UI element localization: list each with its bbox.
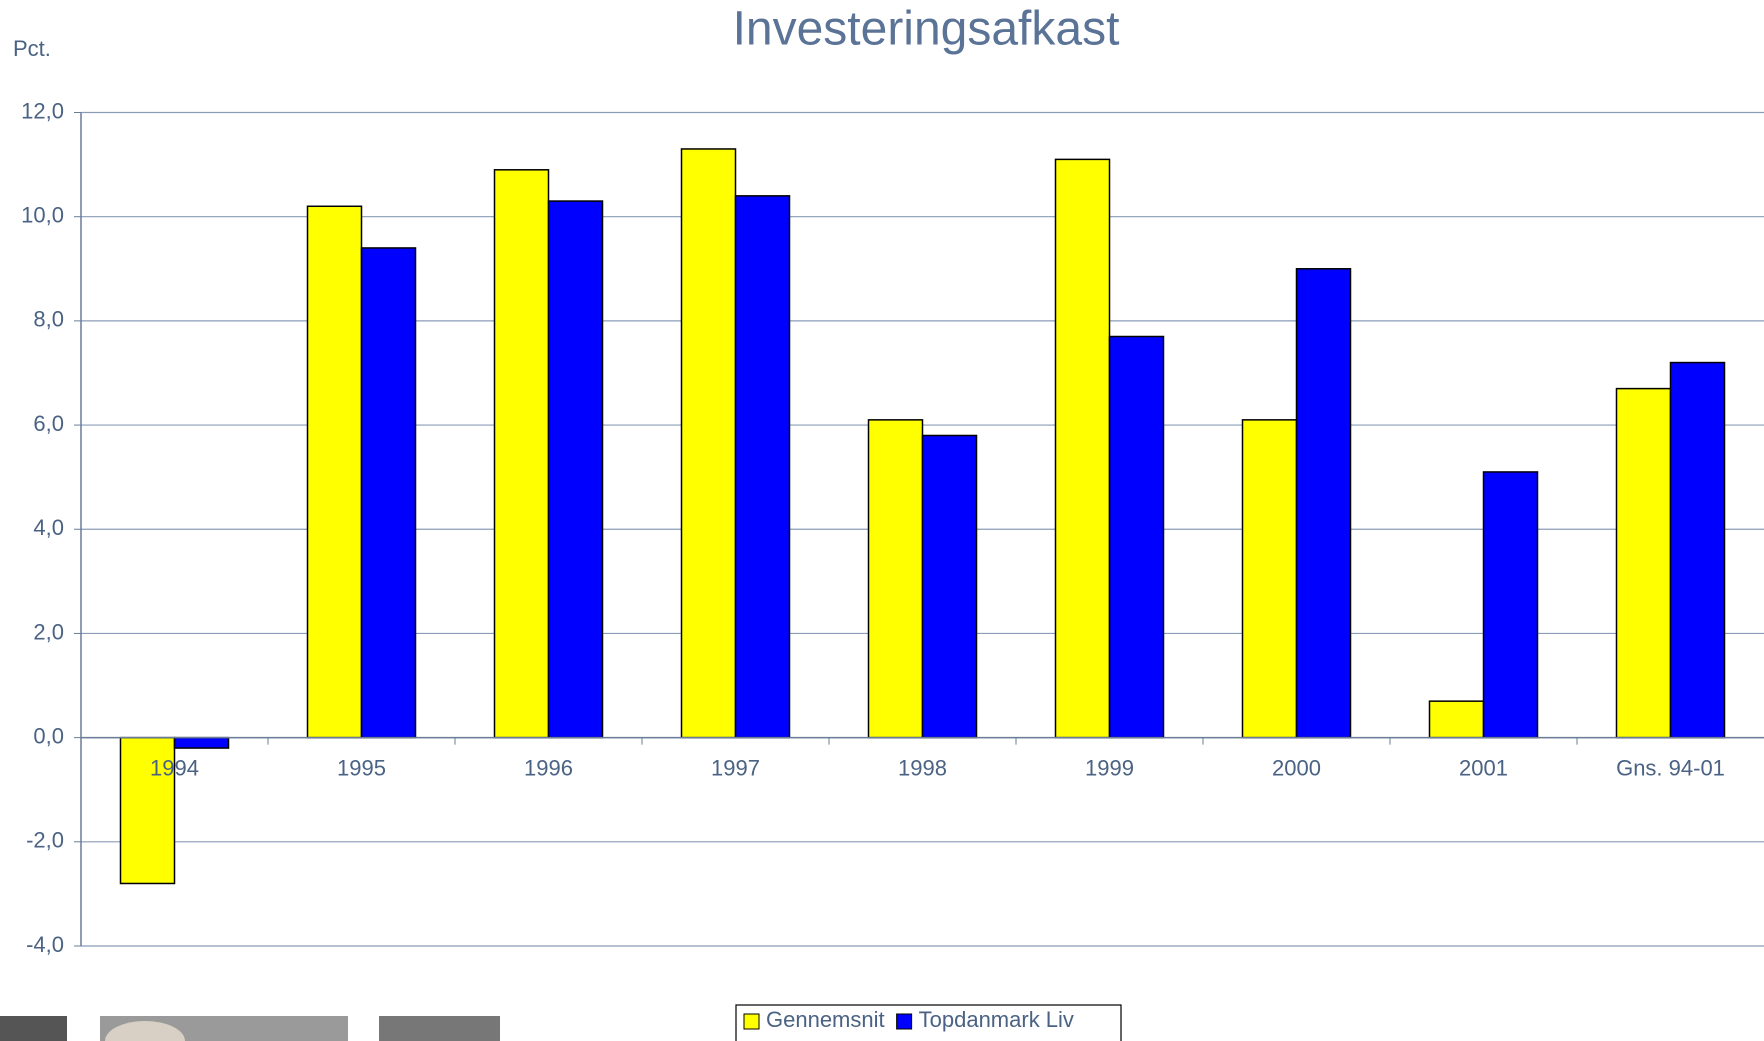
y-tick-label: 12,0 <box>21 98 64 123</box>
legend-swatch <box>743 1013 760 1030</box>
bar <box>547 200 604 739</box>
y-tick-label: 0,0 <box>33 723 64 748</box>
bar <box>360 247 417 739</box>
y-tick-label: 2,0 <box>33 619 64 644</box>
bar <box>734 195 791 739</box>
bar <box>1615 387 1672 739</box>
bar <box>1428 700 1485 739</box>
y-axis-label: Pct. <box>13 36 51 61</box>
y-tick-label: -2,0 <box>26 828 64 853</box>
legend-swatch <box>896 1013 913 1030</box>
x-tick-label: 1999 <box>1085 755 1134 780</box>
x-tick-label: 2000 <box>1272 755 1321 780</box>
y-tick-label: 6,0 <box>33 411 64 436</box>
bar <box>1482 471 1539 739</box>
chart-title: Investeringsafkast <box>733 3 1120 56</box>
legend-box <box>735 1004 1122 1041</box>
x-tick-label: Gns. 94-01 <box>1616 755 1725 780</box>
x-tick-label: 1995 <box>337 755 386 780</box>
x-tick-label: 1996 <box>524 755 573 780</box>
y-tick-label: 8,0 <box>33 307 64 332</box>
bar <box>306 205 363 739</box>
bar <box>921 434 978 739</box>
bar <box>680 148 737 739</box>
x-tick-label: 1997 <box>711 755 760 780</box>
bar <box>173 736 230 749</box>
x-tick-label: 2001 <box>1459 755 1508 780</box>
bar <box>1108 335 1165 739</box>
photos <box>0 1016 500 1041</box>
bar <box>1295 268 1352 739</box>
y-tick-label: 4,0 <box>33 515 64 540</box>
y-tick-label: -4,0 <box>26 932 64 957</box>
bar <box>867 419 924 739</box>
x-tick-label: 1998 <box>898 755 947 780</box>
bar <box>1241 419 1298 739</box>
legend-label: Gennemsnit <box>766 1007 885 1032</box>
bar <box>1054 158 1111 739</box>
x-tick-label: 1994 <box>150 755 199 780</box>
y-tick-label: 10,0 <box>21 203 64 228</box>
bar <box>493 169 550 739</box>
bar <box>119 736 176 885</box>
legend-label: Topdanmark Liv <box>919 1007 1074 1032</box>
bar <box>1669 361 1726 739</box>
